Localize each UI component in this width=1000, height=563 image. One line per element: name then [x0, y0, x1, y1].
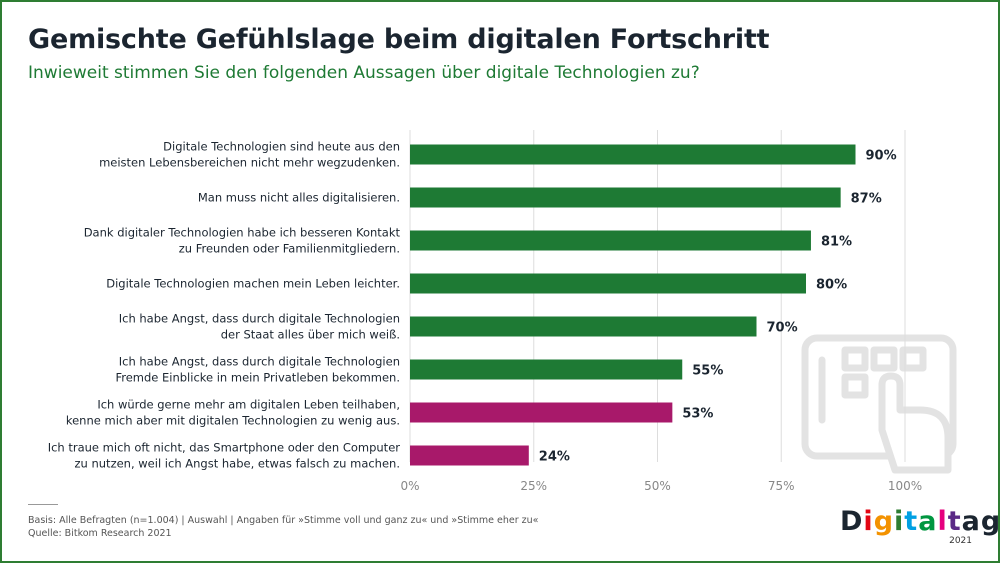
bar	[410, 445, 529, 466]
logo-letter: g	[873, 506, 895, 537]
category-label-line: Ich traue mich oft nicht, das Smartphone…	[48, 441, 401, 455]
category-label-line: kenne mich aber mit digitalen Technologi…	[66, 414, 400, 428]
value-label: 80%	[816, 278, 847, 293]
value-label: 90%	[866, 149, 897, 164]
value-label: 24%	[539, 450, 570, 465]
logo-letter: a	[918, 506, 938, 537]
category-label-line: Fremde Einblicke in mein Privatleben bek…	[115, 371, 400, 385]
logo-letter: g	[980, 506, 1000, 537]
category-label-line: zu Freunden oder Familienmitgliedern.	[179, 242, 400, 256]
value-label: 55%	[692, 364, 723, 379]
x-tick-label: 50%	[644, 479, 671, 493]
category-label: Ich traue mich oft nicht, das Smartphone…	[48, 441, 401, 471]
bar	[410, 359, 683, 380]
x-tick-label: 25%	[520, 479, 547, 493]
logo-letter: D	[840, 506, 864, 537]
category-label: Dank digitaler Technologien habe ich bes…	[84, 226, 401, 256]
category-label: Digitale Technologien machen mein Leben …	[106, 277, 400, 291]
logo-letter: i	[863, 506, 874, 537]
logo-letter: l	[937, 506, 948, 537]
footer: Basis: Alle Befragten (n=1.004) | Auswah…	[28, 504, 539, 540]
category-label-line: Dank digitaler Technologien habe ich bes…	[84, 226, 401, 240]
footer-basis: Basis: Alle Befragten (n=1.004) | Auswah…	[28, 515, 539, 526]
chart-subtitle: Inwieweit stimmen Sie den folgenden Auss…	[28, 63, 700, 83]
x-axis-ticks: 0% 25% 50% 75% 100%	[400, 479, 922, 493]
category-label: Ich würde gerne mehr am digitalen Leben …	[66, 398, 400, 428]
logo-year: 2021	[949, 536, 972, 546]
logo-letter: i	[894, 506, 905, 537]
bars	[410, 144, 856, 466]
x-tick-label: 0%	[400, 479, 419, 493]
category-labels: Digitale Technologien sind heute aus den…	[48, 140, 401, 471]
category-label: Ich habe Angst, dass durch digitale Tech…	[119, 312, 400, 342]
category-label-line: meisten Lebensbereichen nicht mehr wegzu…	[99, 156, 400, 170]
bar	[410, 402, 673, 423]
category-label-line: der Staat alles über mich weiß.	[221, 328, 400, 342]
bar	[410, 230, 811, 251]
x-tick-label: 75%	[768, 479, 795, 493]
chart-title: Gemischte Gefühlslage beim digitalen For…	[28, 24, 770, 55]
category-label-line: Digitale Technologien sind heute aus den	[163, 140, 400, 154]
value-label: 87%	[851, 192, 882, 207]
category-label-line: Ich habe Angst, dass durch digitale Tech…	[119, 312, 400, 326]
value-label: 81%	[821, 235, 852, 250]
logo-letter: a	[961, 506, 981, 537]
category-label-line: zu nutzen, weil ich Angst habe, etwas fa…	[75, 457, 401, 471]
footer-source: Quelle: Bitkom Research 2021	[28, 528, 172, 539]
category-label: Digitale Technologien sind heute aus den…	[99, 140, 400, 170]
logo-wordmark: Digitaltag	[840, 506, 1000, 537]
footer-rule	[28, 504, 58, 505]
category-label-line: Ich habe Angst, dass durch digitale Tech…	[119, 355, 400, 369]
value-labels: 90% 87% 81% 80% 70% 55% 53% 24%	[539, 149, 897, 465]
category-label: Ich habe Angst, dass durch digitale Tech…	[115, 355, 400, 385]
tablet-watermark-icon	[801, 334, 957, 474]
bar	[410, 144, 856, 165]
x-tick-label: 100%	[888, 479, 922, 493]
value-label: 70%	[767, 321, 798, 336]
value-label: 53%	[682, 407, 713, 422]
bar	[410, 316, 757, 337]
digitaltag-logo: Digitaltag 2021	[840, 506, 1000, 546]
logo-letter: t	[904, 506, 919, 537]
category-label: Man muss nicht alles digitalisieren.	[198, 191, 400, 205]
bar	[410, 187, 841, 208]
category-label-line: Digitale Technologien machen mein Leben …	[106, 277, 400, 291]
logo-letter: t	[947, 506, 962, 537]
bar	[410, 273, 806, 294]
category-label-line: Man muss nicht alles digitalisieren.	[198, 191, 400, 205]
category-label-line: Ich würde gerne mehr am digitalen Leben …	[97, 398, 400, 412]
